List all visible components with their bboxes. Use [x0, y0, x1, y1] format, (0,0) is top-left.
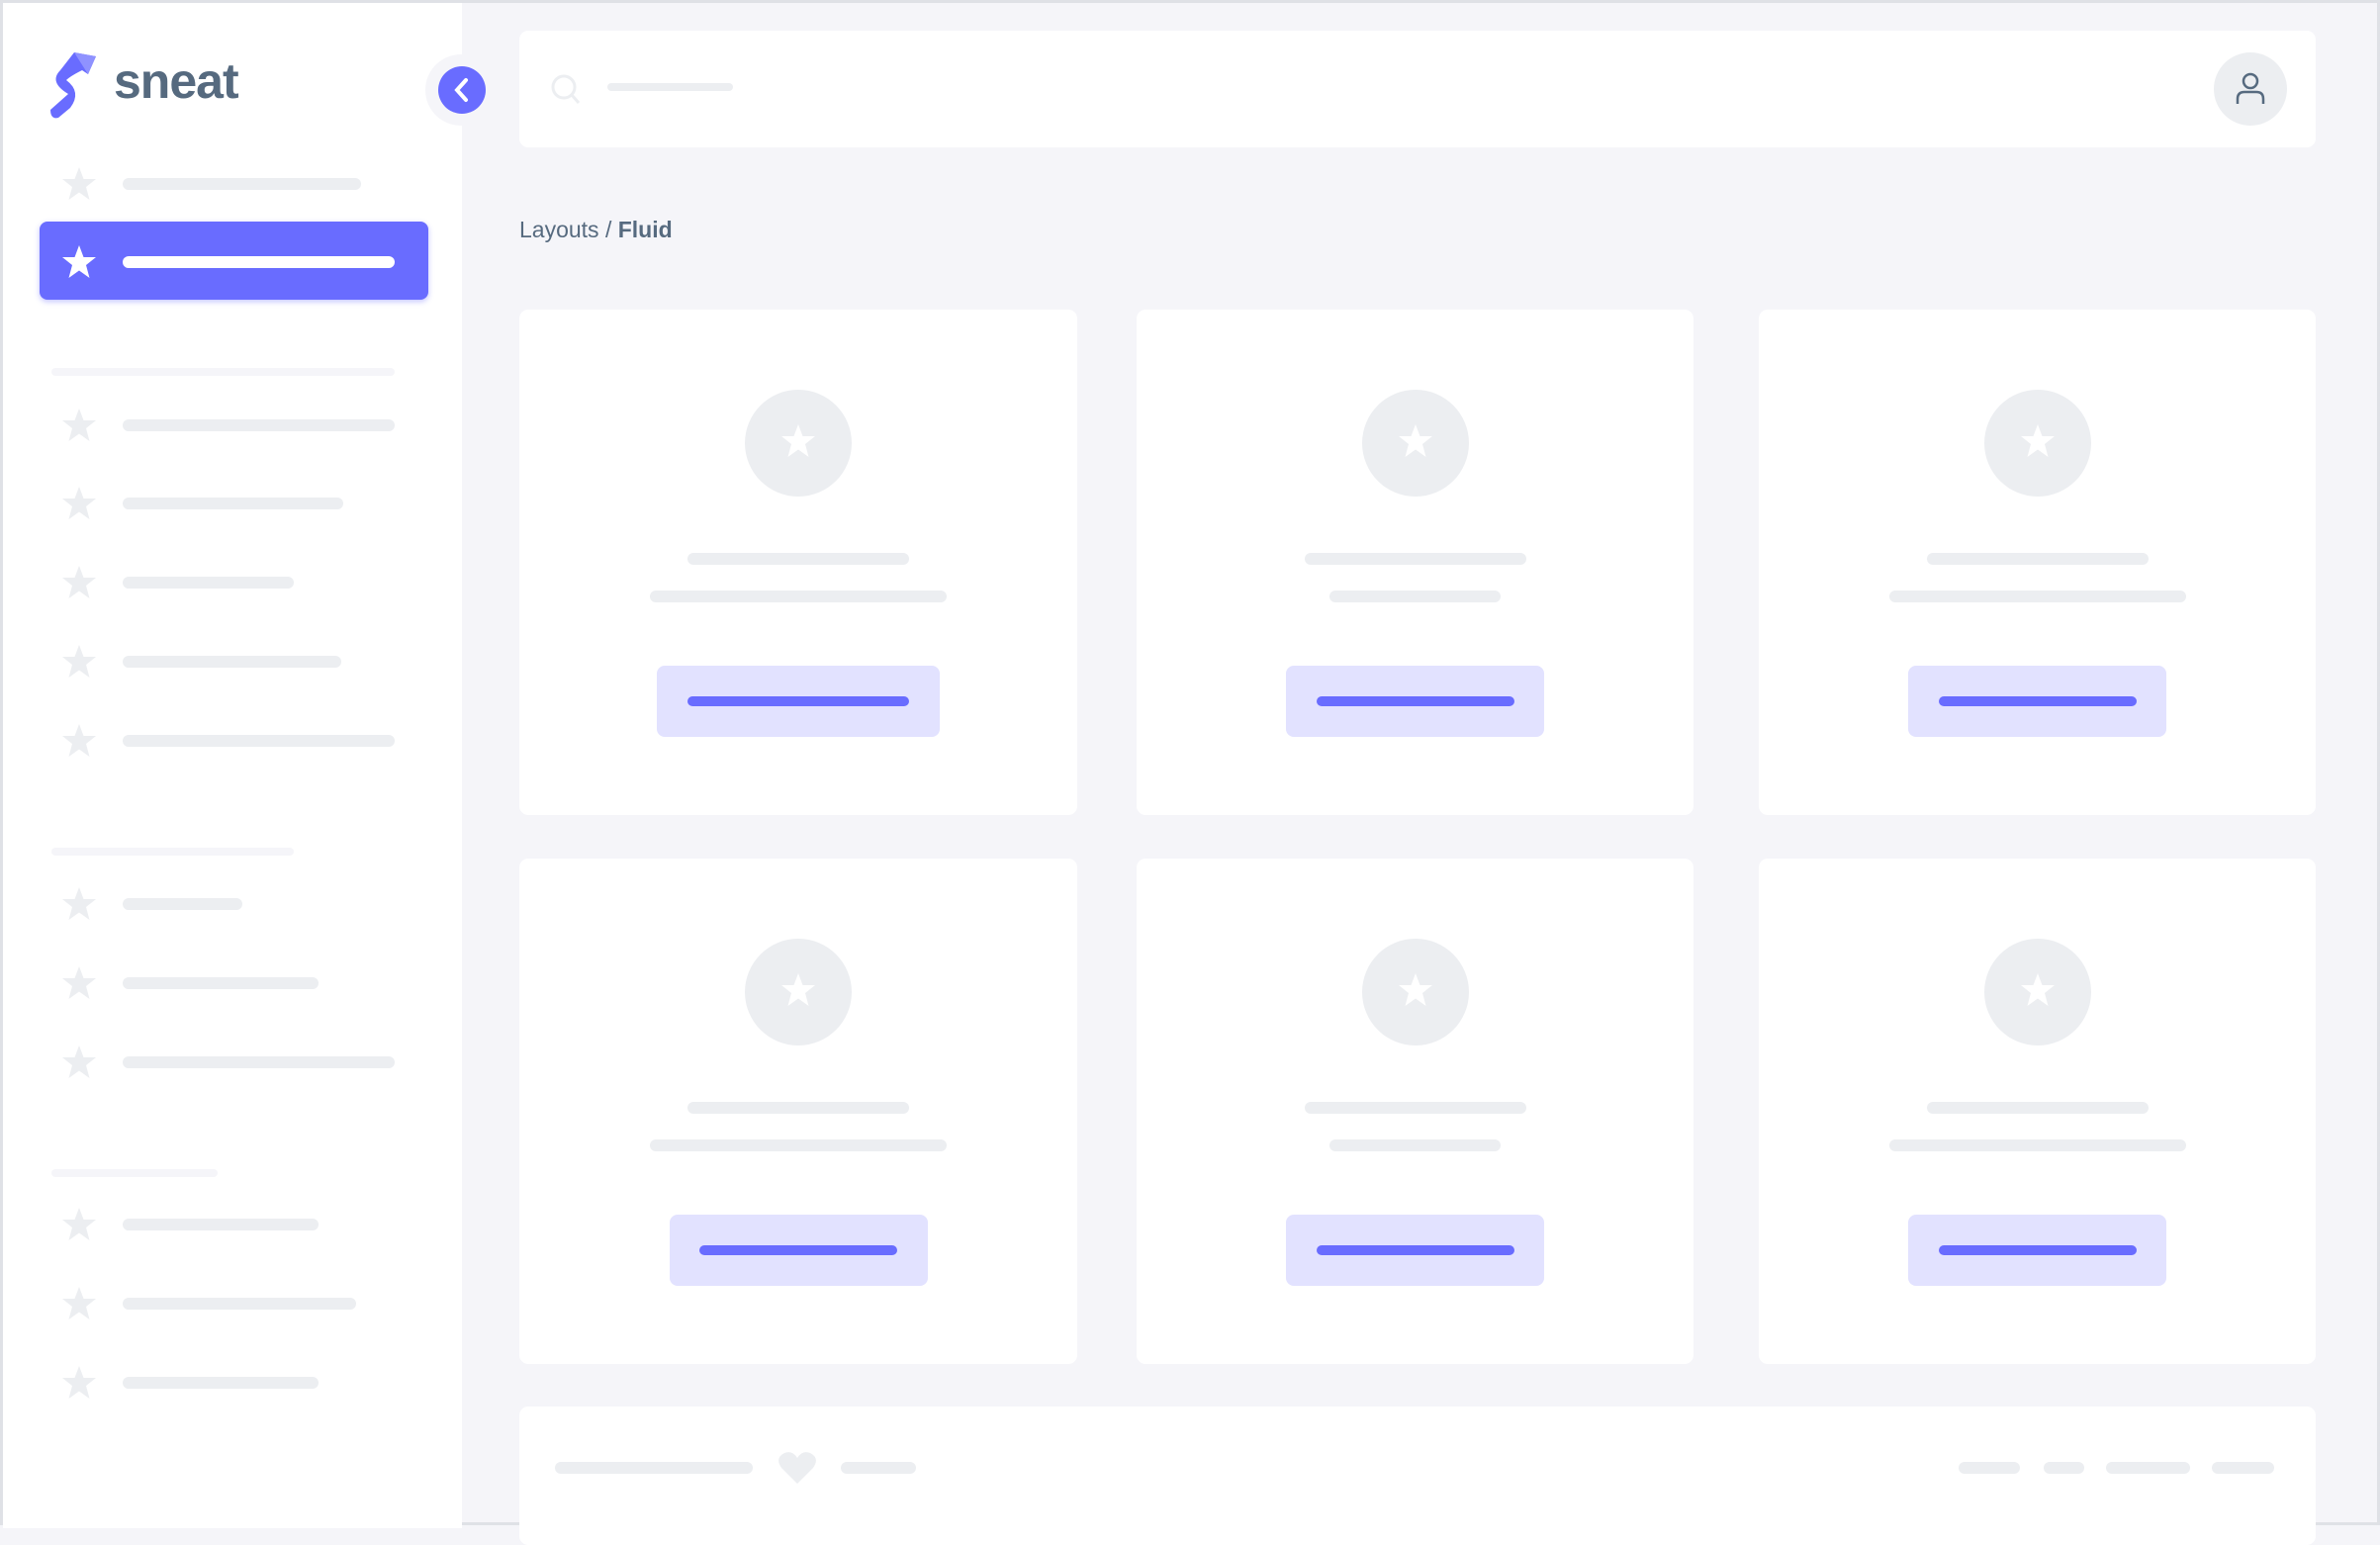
card-text: [1329, 591, 1501, 602]
search-input[interactable]: [607, 83, 733, 91]
content-card: [519, 859, 1077, 1364]
breadcrumb: Layouts / Fluid: [519, 217, 673, 243]
card-text: [1888, 591, 2186, 602]
star-icon: [62, 645, 96, 678]
footer-link[interactable]: [2106, 1462, 2190, 1474]
sidebar-item-label[interactable]: [123, 1056, 395, 1068]
star-icon: [1398, 424, 1432, 457]
star-icon: [2020, 424, 2055, 457]
card-button[interactable]: [1908, 1215, 2166, 1286]
card-text: [1888, 1139, 2186, 1151]
card-title: [1304, 1102, 1526, 1114]
card-text: [650, 591, 947, 602]
star-icon: [62, 1208, 96, 1240]
content-card: [1137, 310, 1693, 815]
card-title: [1304, 553, 1526, 565]
star-icon: [62, 409, 96, 441]
logo-icon: [50, 52, 96, 119]
sidebar-section-header: [51, 848, 294, 856]
star-icon: [62, 1366, 96, 1399]
breadcrumb-parent[interactable]: Layouts: [519, 217, 599, 242]
logo-text[interactable]: sneat: [114, 53, 239, 109]
breadcrumb-separator: /: [604, 217, 612, 242]
card-button[interactable]: [669, 1215, 928, 1286]
content-card: [519, 310, 1077, 815]
card-button-label: [699, 1245, 897, 1255]
sidebar-item-label[interactable]: [123, 735, 395, 747]
card-button-label: [1938, 1245, 2137, 1255]
footer-text: [555, 1462, 753, 1474]
card-title: [1926, 553, 2149, 565]
star-icon: [62, 487, 96, 519]
user-avatar[interactable]: [2214, 52, 2287, 126]
sidebar-item-label[interactable]: [123, 419, 395, 431]
star-icon: [62, 566, 96, 598]
sidebar-item-label[interactable]: [123, 977, 319, 989]
search-icon[interactable]: [549, 72, 585, 108]
card-button[interactable]: [1286, 666, 1544, 737]
card-text: [650, 1139, 947, 1151]
sidebar-section-header: [51, 1169, 218, 1177]
star-icon: [62, 1287, 96, 1319]
footer-link[interactable]: [2044, 1462, 2084, 1474]
star-icon: [2020, 973, 2055, 1006]
star-icon: [781, 973, 815, 1006]
star-icon: [781, 424, 815, 457]
sidebar-item-label[interactable]: [123, 656, 341, 668]
star-icon: [62, 887, 96, 920]
card-button[interactable]: [1286, 1215, 1544, 1286]
sidebar-item-label[interactable]: [123, 1298, 356, 1310]
star-icon: [62, 167, 96, 200]
sidebar-item-label[interactable]: [123, 1377, 319, 1389]
breadcrumb-current: Fluid: [617, 217, 673, 242]
sidebar-item-label[interactable]: [123, 178, 361, 190]
navbar: [519, 31, 2316, 147]
card-button-label: [687, 696, 909, 706]
card-title: [687, 1102, 909, 1114]
card-button[interactable]: [657, 666, 940, 737]
sidebar-item-label[interactable]: [123, 577, 294, 589]
footer-link[interactable]: [841, 1462, 916, 1474]
card-title: [1926, 1102, 2149, 1114]
card-button[interactable]: [1908, 666, 2166, 737]
sidebar-item-label-active[interactable]: [123, 256, 395, 268]
heart-icon: [778, 1452, 816, 1484]
content-card: [1137, 859, 1693, 1364]
star-icon: [1398, 973, 1432, 1006]
footer: [519, 1407, 2316, 1545]
sidebar-section-header: [51, 368, 395, 376]
footer-link[interactable]: [1959, 1462, 2020, 1474]
card-button-label: [1316, 1245, 1514, 1255]
footer-link[interactable]: [2212, 1462, 2274, 1474]
star-icon: [62, 724, 96, 757]
card-button-label: [1938, 696, 2137, 706]
sidebar-item-label[interactable]: [123, 898, 242, 910]
star-icon: [62, 1045, 96, 1078]
collapse-sidebar-button[interactable]: [438, 66, 486, 114]
star-icon: [62, 966, 96, 999]
card-button-label: [1316, 696, 1514, 706]
sidebar: sneat: [3, 3, 497, 1528]
content-card: [1759, 859, 2316, 1364]
chevron-left-icon: [454, 78, 468, 102]
sidebar-item-label[interactable]: [123, 498, 343, 509]
card-text: [1329, 1139, 1501, 1151]
star-icon: [62, 245, 96, 278]
content-card: [1759, 310, 2316, 815]
user-icon: [2236, 72, 2265, 104]
sidebar-item-label[interactable]: [123, 1219, 319, 1230]
card-title: [687, 553, 909, 565]
